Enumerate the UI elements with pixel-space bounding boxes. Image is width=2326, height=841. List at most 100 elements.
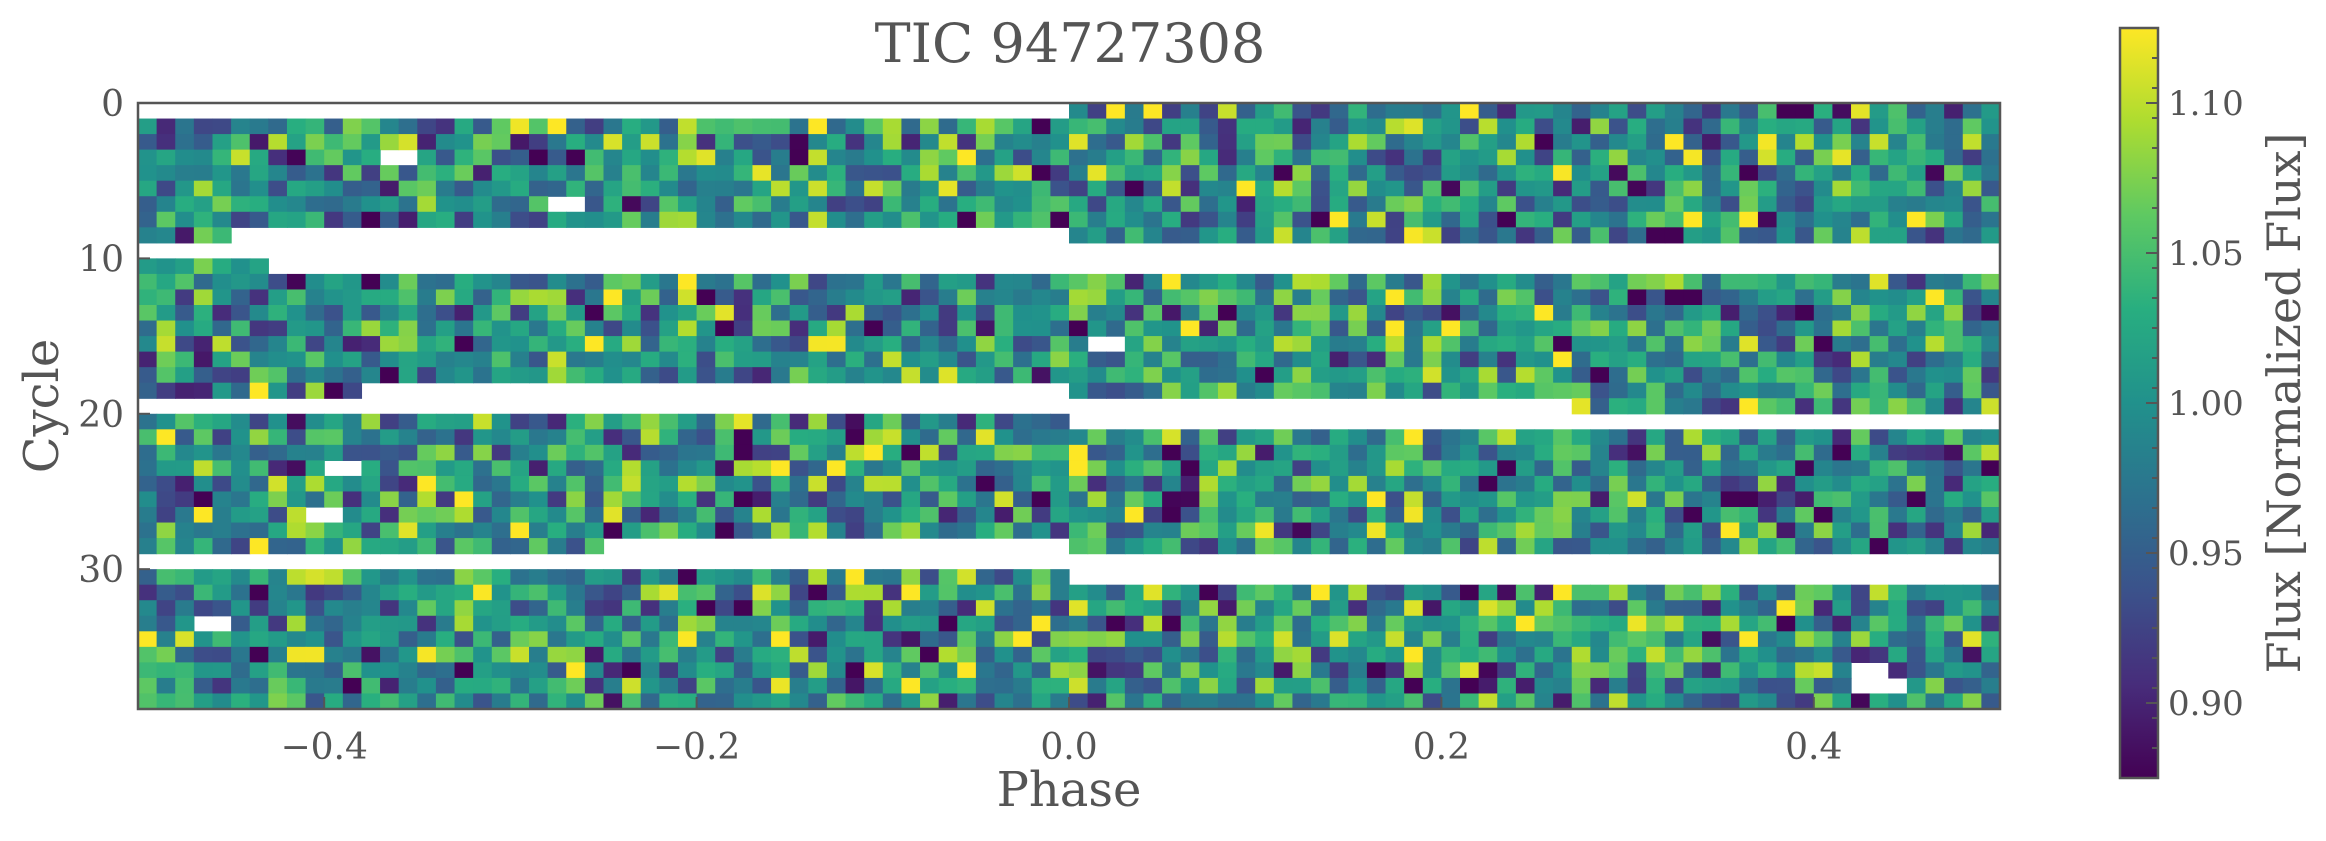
heatmap-cell [1050, 118, 1070, 135]
heatmap-cell [1720, 165, 1740, 182]
heatmap-cell [1553, 134, 1573, 151]
heatmap-cell [1329, 475, 1349, 493]
heatmap-cell [1404, 677, 1424, 695]
heatmap-cell [305, 429, 325, 446]
heatmap-cell [398, 134, 418, 151]
heatmap-cell [286, 180, 307, 197]
heatmap-cell [1311, 600, 1331, 617]
heatmap-cell [1236, 631, 1256, 648]
heatmap-cell [212, 289, 232, 306]
heatmap-cell [231, 196, 251, 213]
heatmap-cell [417, 646, 437, 663]
heatmap-cell [1739, 382, 1759, 399]
heatmap-cell [1888, 227, 1908, 244]
heatmap-cell [584, 507, 605, 524]
heatmap-cell [175, 118, 195, 135]
heatmap-cell [1497, 351, 1517, 368]
heatmap-cell [491, 522, 511, 539]
heatmap-cell [622, 305, 642, 322]
heatmap-cell [1739, 677, 1759, 695]
heatmap-cell [789, 460, 809, 477]
heatmap-cell [231, 569, 251, 586]
heatmap-cell [1236, 336, 1256, 353]
heatmap-cell [994, 444, 1014, 461]
heatmap-cell [1590, 149, 1610, 166]
heatmap-cell [1851, 491, 1871, 508]
heatmap-cell [1143, 305, 1163, 322]
heatmap-cell [1366, 149, 1387, 166]
heatmap-cell [1515, 320, 1536, 337]
heatmap-cell [920, 429, 940, 446]
heatmap-cell [193, 677, 214, 695]
heatmap-cell [1236, 662, 1256, 679]
heatmap-cell [640, 289, 660, 306]
heatmap-cell [938, 367, 958, 384]
heatmap-cell [1124, 646, 1145, 663]
heatmap-cell [435, 444, 456, 461]
heatmap-cell [752, 460, 772, 477]
heatmap-cell [1124, 165, 1145, 182]
heatmap-cell [1366, 507, 1387, 524]
heatmap-cell [1013, 646, 1033, 663]
heatmap-cell [1162, 615, 1182, 632]
heatmap-cell [491, 569, 511, 586]
heatmap-cell [808, 677, 828, 695]
heatmap-cell [1422, 491, 1442, 508]
heatmap-cell [231, 693, 251, 710]
heatmap-cell [138, 149, 158, 166]
heatmap-cell [864, 180, 884, 197]
heatmap-cell [1404, 538, 1424, 555]
heatmap-cell [1143, 584, 1163, 601]
heatmap-cell [1646, 382, 1666, 399]
heatmap-cell [286, 134, 307, 151]
heatmap-cell [1757, 118, 1778, 135]
heatmap-cell [510, 367, 530, 384]
heatmap-cell [1311, 211, 1331, 228]
heatmap-cell [1217, 693, 1238, 710]
heatmap-cell [715, 211, 735, 228]
heatmap-cell [1069, 305, 1089, 322]
heatmap-cell [1441, 289, 1461, 306]
heatmap-cell [491, 118, 511, 135]
heatmap-cell [1608, 600, 1629, 617]
heatmap-cell [286, 507, 307, 524]
heatmap-cell [994, 413, 1014, 430]
heatmap-cell [1050, 305, 1070, 322]
heatmap-cell [361, 491, 381, 508]
heatmap-cell [1478, 475, 1498, 493]
heatmap-cell [156, 413, 176, 430]
heatmap-cell [584, 149, 605, 166]
heatmap-cell [789, 475, 809, 493]
heatmap-cell [1832, 538, 1852, 555]
heatmap-cell [1031, 491, 1051, 508]
heatmap-cell [938, 693, 958, 710]
heatmap-cell [1292, 305, 1312, 322]
heatmap-cell [845, 693, 865, 710]
heatmap-cell [882, 522, 903, 539]
heatmap-cell [1106, 538, 1126, 555]
heatmap-cell [1590, 289, 1610, 306]
heatmap-cell [1460, 538, 1480, 555]
heatmap-cell [156, 196, 176, 213]
heatmap-cell [1571, 662, 1591, 679]
heatmap-cell [920, 475, 940, 493]
heatmap-cell [1385, 211, 1405, 228]
heatmap-cell [1013, 444, 1033, 461]
heatmap-cell [1106, 103, 1126, 120]
heatmap-cell [1962, 460, 1982, 477]
heatmap-cell [1124, 227, 1145, 244]
heatmap-cell [398, 444, 418, 461]
heatmap-cell [1664, 444, 1685, 461]
heatmap-cell [1962, 211, 1982, 228]
heatmap-cell [1497, 631, 1517, 648]
heatmap-cell [771, 413, 791, 430]
heatmap-cell [454, 475, 474, 493]
heatmap-cell [752, 320, 772, 337]
heatmap-cell [1795, 600, 1815, 617]
heatmap-cell [640, 180, 660, 197]
heatmap-cell [808, 507, 828, 524]
heatmap-cell [1404, 367, 1424, 384]
heatmap-cell [1813, 351, 1834, 368]
heatmap-cell [789, 118, 809, 135]
heatmap-cell [1013, 336, 1033, 353]
